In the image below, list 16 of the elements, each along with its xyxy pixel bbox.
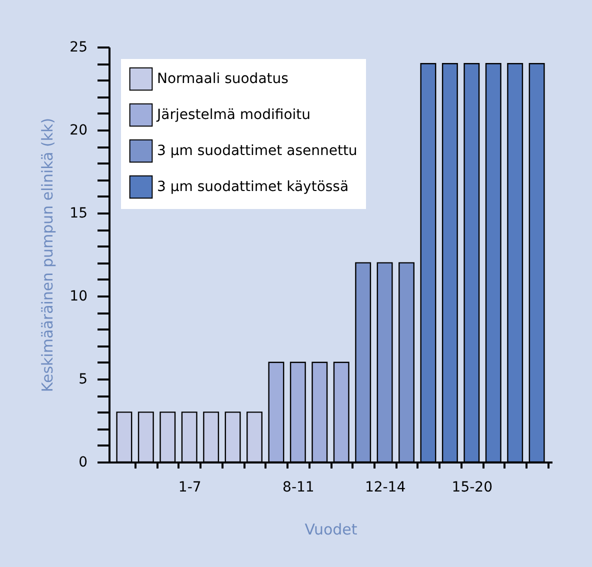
y-tick-label: 15	[70, 206, 88, 222]
y-tick-label: 0	[78, 454, 88, 470]
y-tick-label: 20	[70, 122, 88, 138]
legend-label: 3 µm suodattimet käytössä	[157, 179, 349, 195]
legend-label: Järjestelmä modifioitu	[156, 107, 311, 123]
x-tick-label: 12-14	[364, 480, 406, 496]
x-tick-label: 1-7	[178, 480, 202, 496]
x-axis-title: Vuodet	[304, 520, 358, 538]
y-tick-label: 5	[78, 372, 88, 388]
y-axis-title: Keskimääräinen pumpun elinikä (kk)	[38, 118, 57, 392]
legend-label: Normaali suodatus	[157, 71, 288, 87]
y-tick-label: 10	[70, 288, 88, 304]
y-tick-label: 25	[70, 40, 88, 56]
x-tick-label: 15-20	[452, 480, 492, 496]
x-tick-label: 8-11	[282, 480, 314, 496]
legend-label: 3 µm suodattimet asennettu	[157, 143, 358, 159]
